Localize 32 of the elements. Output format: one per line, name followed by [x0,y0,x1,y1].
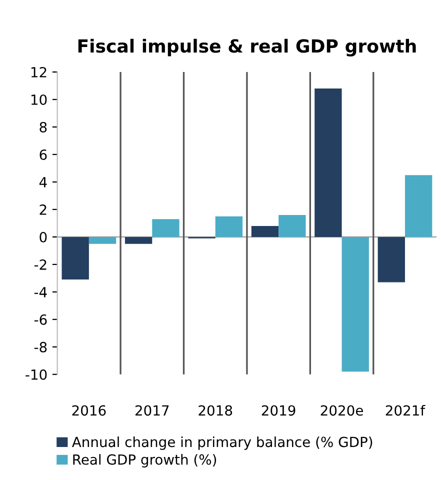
y-tick-label: 6 [40,149,47,160]
bar [152,219,180,237]
y-tick-label: -4 [34,287,47,298]
y-tick-label: -2 [34,259,46,270]
legend-label: Annual change in primary balance (% GDP) [72,436,372,450]
y-tick-label: 4 [39,177,47,188]
x-tick-label: 2017 [135,405,169,416]
bar [62,236,89,280]
y-tick-label: -10 [26,369,47,380]
y-tick-label: 12 [31,66,46,78]
bar [404,175,432,237]
bar [278,214,306,237]
x-tick-label: 2019 [262,405,296,416]
y-tick-label: -6 [34,314,47,325]
chart-title: Fiscal impulse & real GDP growth [78,38,416,56]
y-tick-label: 8 [40,122,47,132]
bar [378,236,405,282]
y-tick-label: 10 [31,94,47,105]
x-tick-label: 2020e [320,405,363,416]
bar [215,216,243,237]
y-tick-label: 2 [40,204,46,215]
bar [251,226,279,237]
y-tick-label: -8 [34,342,47,352]
x-tick-label: 2021f [386,404,426,416]
legend-label: Real GDP growth (%) [73,454,216,468]
x-tick-label: 2016 [72,405,106,416]
x-tick-label: 2018 [198,405,232,416]
bar [314,88,342,237]
bar [124,236,152,244]
bar [342,236,369,372]
y-tick-label: 0 [40,232,47,242]
bar [88,236,116,244]
